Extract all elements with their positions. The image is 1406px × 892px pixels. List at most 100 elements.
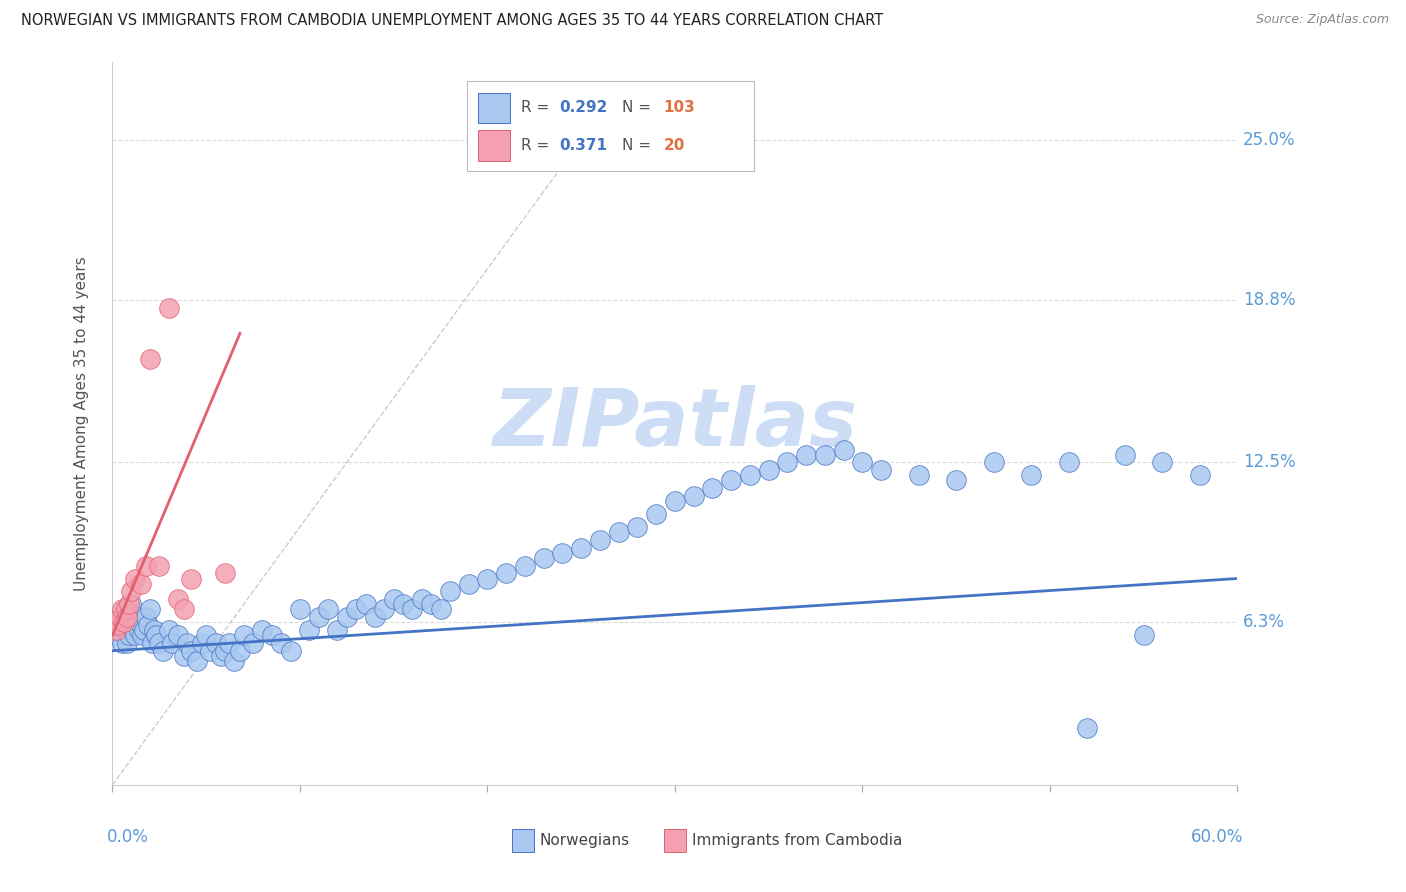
Point [298,623,321,637]
Text: N =: N = [621,101,655,115]
Bar [664,829,686,852]
Point [198,644,221,658]
Point [260,628,283,642]
Point [477,572,499,586]
Point [1019,468,1042,483]
Point [308,610,330,624]
Point [983,455,1005,469]
Point [214,644,236,658]
Text: R =: R = [520,101,554,115]
Point [148,558,170,573]
Point [814,448,837,462]
Point [157,301,180,315]
Point [907,468,929,483]
Point [118,598,141,612]
Point [1188,468,1211,483]
Point [135,558,157,573]
Point [117,636,139,650]
Text: 18.8%: 18.8% [1243,291,1295,309]
Point [495,566,517,581]
Point [429,602,451,616]
Point [112,623,135,637]
Point [139,352,162,367]
Point [457,576,479,591]
Bar [512,829,534,852]
Point [122,623,145,637]
Bar [478,130,509,161]
Text: ZIPatlas: ZIPatlas [492,384,858,463]
Point [128,623,150,637]
Point [152,644,174,658]
Point [316,602,339,616]
Point [288,602,311,616]
Point [758,463,780,477]
Point [129,618,152,632]
Point [224,654,246,668]
Text: 0.0%: 0.0% [107,829,149,847]
Point [382,592,405,607]
Point [420,598,443,612]
Point [533,550,555,565]
Point [373,602,395,616]
Point [120,598,142,612]
Point [551,546,574,560]
Point [105,623,128,637]
Point [118,610,141,624]
Point [195,628,218,642]
Text: Immigrants from Cambodia: Immigrants from Cambodia [692,833,903,848]
Point [280,644,302,658]
Point [114,618,136,632]
Text: NORWEGIAN VS IMMIGRANTS FROM CAMBODIA UNEMPLOYMENT AMONG AGES 35 TO 44 YEARS COR: NORWEGIAN VS IMMIGRANTS FROM CAMBODIA UN… [21,13,883,29]
Point [124,572,146,586]
Point [776,455,799,469]
Point [664,494,686,508]
Point [191,636,214,650]
Point [589,533,612,547]
Point [738,468,761,483]
Point [204,636,226,650]
Point [209,648,232,663]
Point [344,602,367,616]
Point [120,618,142,632]
Point [326,623,349,637]
Point [117,610,139,624]
Point [870,463,893,477]
Point [851,455,873,469]
Point [105,628,128,642]
Point [392,598,415,612]
Point [945,474,967,488]
Point [120,584,142,599]
Point [218,636,240,650]
Point [118,628,141,642]
Point [139,602,162,616]
Point [832,442,855,457]
Point [645,507,668,521]
Text: 12.5%: 12.5% [1243,453,1295,471]
Point [145,628,167,642]
Point [103,615,125,630]
Point [124,628,146,642]
Point [569,541,592,555]
Text: 6.3%: 6.3% [1243,614,1285,632]
Point [111,602,134,616]
Point [167,628,190,642]
Point [607,524,630,539]
Text: 60.0%: 60.0% [1191,829,1243,847]
Point [336,610,359,624]
Point [134,623,156,637]
Point [794,448,817,462]
Point [270,636,292,650]
Text: 0.292: 0.292 [560,101,607,115]
Point [354,598,377,612]
Point [111,636,134,650]
Point [1132,628,1154,642]
Point [103,618,125,632]
Point [513,558,536,573]
Point [107,618,129,632]
Point [1152,455,1174,469]
Point [114,628,136,642]
Point [112,615,135,630]
Point [1076,721,1098,735]
Point [252,623,274,637]
Bar [478,93,509,123]
